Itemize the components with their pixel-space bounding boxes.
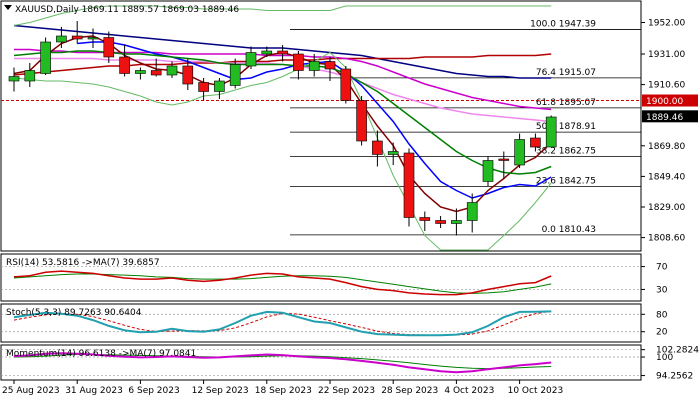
candle-body <box>135 70 146 74</box>
stoch-label: Stoch(5,3,3) 89.7263 90.6404 <box>6 308 142 318</box>
x-tick-label: 6 Sep 2023 <box>128 386 179 396</box>
candle-body <box>498 158 510 161</box>
momentum-line <box>13 352 552 374</box>
candle-body <box>293 53 304 71</box>
stochastic-indicator: 80 20 <box>1 310 668 338</box>
candle-body <box>530 137 541 148</box>
fib-label: 76.4 1915.07 <box>536 68 596 78</box>
candle-body <box>245 52 257 67</box>
indicator-tick-label: 20 <box>656 328 668 338</box>
candle-body <box>340 68 352 101</box>
time-axis: 25 Aug 2023 31 Aug 2023 6 Sep 2023 12 Sep 2… <box>2 380 563 396</box>
fibonacci-levels: 100.0 1947.39 76.4 1915.07 61.8 1895.07 50.… <box>1 19 641 236</box>
momentum-pane-frame <box>0 344 642 381</box>
x-tick-label: 12 Sep 2023 <box>192 386 249 396</box>
candle-body <box>387 151 399 155</box>
current-price-tag <box>642 110 698 123</box>
x-tick-label: 18 Sep 2023 <box>255 386 312 396</box>
level-1900-tag <box>642 94 698 107</box>
y-tick-label: 1869.80 <box>648 142 685 152</box>
candle-body <box>514 139 525 166</box>
y-tick-label: 1808.60 <box>648 234 685 244</box>
overlay-line <box>13 51 552 251</box>
candle-body <box>24 70 36 82</box>
candle-body <box>324 61 336 70</box>
candle-body <box>150 70 162 76</box>
price-axis: 1952.00 1931.00 1910.60 1869.80 1849.40 1829.… <box>641 19 698 244</box>
candle-body <box>87 37 99 40</box>
candle-body <box>214 80 225 92</box>
stoch-d-line <box>13 310 552 336</box>
candle-body <box>277 50 288 55</box>
level-1900-label: 1900.00 <box>646 97 683 107</box>
main-pane-frame <box>0 0 642 252</box>
candle-body <box>103 37 115 58</box>
candle-body <box>372 140 383 155</box>
x-tick-label: 25 Aug 2023 <box>2 386 60 396</box>
candle-body <box>435 220 446 224</box>
fib-label: 100.0 1947.39 <box>530 19 596 29</box>
momentum-label: Momentum(14) 96.6138 ->MA(7) 97.0841 <box>6 349 196 359</box>
indicator-tick-label: 94.2562 <box>656 372 693 382</box>
rsi-indicator: 70 30 <box>1 263 668 296</box>
fib-label: 50.0 1878.91 <box>536 122 596 132</box>
rsi-label: RSI(14) 53.5816 ->MA(7) 39.6857 <box>6 258 160 268</box>
fib-label: 61.8 1895.07 <box>536 98 596 108</box>
indicator-tick-label: 100 <box>656 353 673 363</box>
y-tick-label: 1910.60 <box>648 81 685 91</box>
stoch-k-line <box>13 310 552 337</box>
stoch-pane-frame <box>0 303 642 343</box>
candle-body <box>403 152 415 218</box>
candle-body <box>545 116 557 148</box>
indicator-tick-label: 80 <box>656 310 668 320</box>
rsi-line <box>13 270 552 296</box>
fib-label: 23.6 1842.75 <box>536 176 596 186</box>
x-tick-label: 22 Sep 2023 <box>318 386 375 396</box>
x-tick-label: 10 Oct 2023 <box>508 386 564 396</box>
indicator-tick-label: 102.2824 <box>656 346 699 356</box>
indicator-tick-label: 70 <box>656 263 668 273</box>
candle-body <box>308 61 320 71</box>
candle-body <box>8 76 20 82</box>
candle-body <box>166 65 178 76</box>
candle-body <box>119 56 130 74</box>
y-tick-label: 1931.00 <box>648 50 685 60</box>
candle-body <box>466 202 478 221</box>
candle-body <box>71 35 83 40</box>
collapse-triangle-icon[interactable] <box>4 5 12 10</box>
x-tick-label: 28 Sep 2023 <box>381 386 438 396</box>
candle-body <box>56 35 67 43</box>
candle-body <box>356 100 367 142</box>
candle-body <box>182 65 194 85</box>
candle-body <box>198 82 209 92</box>
x-tick-label: 4 Oct 2023 <box>444 386 494 396</box>
y-tick-label: 1849.40 <box>648 172 685 182</box>
candle-body <box>40 41 51 74</box>
current-price-label: 1889.46 <box>646 113 683 123</box>
overlay-line <box>13 5 552 26</box>
symbol-header: XAUUSD,Daily 1869.11 1889.57 1869.03 188… <box>15 5 239 15</box>
candle-body <box>482 160 494 182</box>
candle-body <box>451 220 462 224</box>
y-tick-label: 1829.00 <box>648 203 685 213</box>
fib-label: 0.0 1810.43 <box>542 225 596 235</box>
indicator-tick-label: 30 <box>656 285 668 295</box>
rsi-pane-frame <box>0 253 642 302</box>
x-tick-label: 31 Aug 2023 <box>65 386 123 396</box>
y-tick-label: 1952.00 <box>648 19 685 29</box>
candlesticks <box>8 21 557 236</box>
candle-body <box>419 217 431 221</box>
candle-body <box>229 64 241 86</box>
fib-label: 38.2 1862.75 <box>536 146 596 156</box>
candle-body <box>261 50 273 55</box>
